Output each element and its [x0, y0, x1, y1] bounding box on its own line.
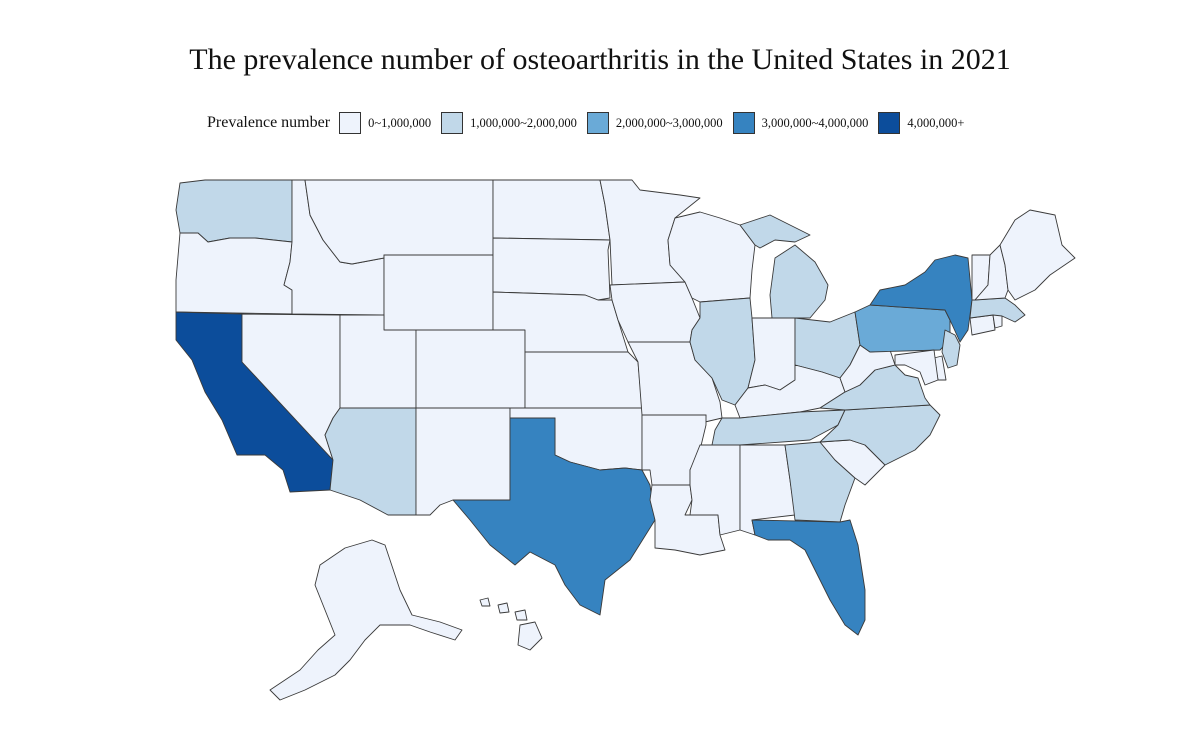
state-RI[interactable]	[992, 314, 1003, 329]
legend-item: 4,000,000+	[878, 112, 964, 134]
state-IA[interactable]	[609, 281, 701, 343]
state-PA[interactable]	[854, 304, 951, 353]
legend-range-label: 0~1,000,000	[368, 115, 432, 130]
legend-range-label: 3,000,000~4,000,000	[761, 115, 869, 130]
states-layer	[175, 179, 1076, 701]
state-MA[interactable]	[969, 297, 1026, 323]
legend-item: 0~1,000,000	[339, 112, 431, 134]
legend-label: Prevalence number	[207, 114, 331, 131]
state-NY[interactable]	[869, 254, 973, 343]
state-CT[interactable]	[969, 314, 996, 336]
state-KS[interactable]	[524, 351, 643, 409]
legend-swatch	[441, 112, 464, 134]
state-NJ[interactable]	[941, 329, 961, 369]
state-SD[interactable]	[492, 237, 611, 301]
state-AZ[interactable]	[324, 407, 417, 516]
state-HI[interactable]	[479, 597, 543, 651]
legend-swatch	[878, 112, 901, 134]
legend-swatch	[732, 112, 755, 134]
state-CO[interactable]	[415, 329, 526, 409]
legend-swatch	[339, 112, 362, 134]
state-NE[interactable]	[492, 291, 629, 353]
state-NM[interactable]	[415, 407, 511, 516]
state-ME[interactable]	[999, 209, 1076, 301]
state-OR[interactable]	[175, 232, 293, 315]
legend-item: 2,000,000~3,000,000	[586, 112, 723, 134]
state-MI[interactable]	[739, 214, 829, 319]
state-AK[interactable]	[269, 539, 463, 701]
legend-range-label: 1,000,000~2,000,000	[470, 115, 577, 130]
state-ND[interactable]	[492, 179, 611, 241]
legend-item: 3,000,000~4,000,000	[732, 112, 869, 134]
state-NC[interactable]	[819, 404, 941, 466]
state-TN[interactable]	[711, 409, 846, 446]
legend: Prevalence number 0~1,000,000 1,000,000~…	[207, 110, 974, 136]
map-title: The prevalence number of osteoarthritis …	[189, 43, 1011, 76]
state-WY[interactable]	[383, 254, 494, 331]
legend-swatch	[586, 112, 609, 134]
state-WV[interactable]	[839, 344, 896, 393]
state-IN[interactable]	[747, 317, 796, 391]
legend-range-label: 2,000,000~3,000,000	[615, 115, 723, 130]
state-MD[interactable]	[894, 349, 939, 386]
state-TX[interactable]	[452, 417, 656, 616]
legend-range-label: 4,000,000+	[907, 115, 965, 130]
legend-item: 1,000,000~2,000,000	[441, 112, 577, 134]
state-FL[interactable]	[751, 519, 866, 636]
state-MT[interactable]	[304, 179, 494, 265]
